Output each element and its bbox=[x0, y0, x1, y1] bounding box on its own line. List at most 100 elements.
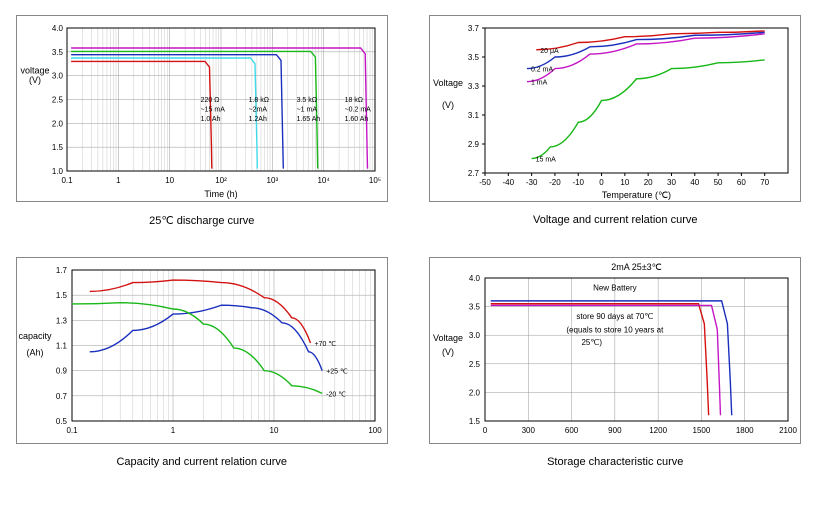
svg-text:10⁴: 10⁴ bbox=[317, 176, 330, 185]
svg-text:1 mA: 1 mA bbox=[531, 80, 548, 87]
svg-text:+70 ℃: +70 ℃ bbox=[314, 341, 336, 348]
svg-text:~15 mA: ~15 mA bbox=[200, 106, 225, 113]
svg-text:(V): (V) bbox=[29, 75, 41, 85]
svg-text:2.0: 2.0 bbox=[469, 388, 481, 397]
svg-text:~0.2 mA: ~0.2 mA bbox=[344, 106, 371, 113]
svg-text:220 Ω: 220 Ω bbox=[200, 97, 219, 104]
svg-text:3.5: 3.5 bbox=[52, 48, 64, 57]
svg-text:1.60 Ah: 1.60 Ah bbox=[344, 116, 368, 123]
panel-capacity: 0.50.70.91.11.31.51.70.1110100capacity(A… bbox=[15, 257, 389, 469]
svg-text:1.2Ah: 1.2Ah bbox=[248, 116, 266, 123]
svg-text:2.9: 2.9 bbox=[468, 140, 480, 149]
svg-text:40: 40 bbox=[691, 178, 700, 187]
caption-4: Storage characteristic curve bbox=[547, 456, 683, 468]
chart-storage: 1.5 2.0 2.5 3.0 3.5 4.0 0 300 600 900 1200 1500 1800… bbox=[429, 257, 801, 444]
svg-text:2mA 25±3℃: 2mA 25±3℃ bbox=[611, 262, 662, 272]
svg-text:1.0 Ah: 1.0 Ah bbox=[200, 116, 220, 123]
svg-text:20 μA: 20 μA bbox=[541, 48, 560, 55]
svg-text:0.5: 0.5 bbox=[56, 417, 68, 426]
svg-text:2.5: 2.5 bbox=[52, 96, 64, 105]
svg-text:store 90 days at 70℃: store 90 days at 70℃ bbox=[577, 312, 654, 321]
svg-text:3.5: 3.5 bbox=[469, 303, 481, 312]
svg-text:0.1: 0.1 bbox=[61, 176, 73, 185]
svg-text:~1 mA: ~1 mA bbox=[296, 106, 317, 113]
svg-text:2.5: 2.5 bbox=[469, 360, 481, 369]
panel-voltage-current: 2.7 2.9 3.1 3.3 3.5 3.7 -50 -40 -30 -20 -10 0 10 20 30… bbox=[429, 15, 803, 227]
svg-text:30: 30 bbox=[667, 178, 676, 187]
svg-text:-40: -40 bbox=[503, 178, 515, 187]
svg-text:2.7: 2.7 bbox=[468, 169, 480, 178]
svg-text:60: 60 bbox=[737, 178, 746, 187]
svg-text:2100: 2100 bbox=[779, 426, 797, 435]
svg-text:70: 70 bbox=[760, 178, 769, 187]
svg-text:18 kΩ: 18 kΩ bbox=[344, 97, 362, 104]
svg-text:Voltage: Voltage bbox=[433, 78, 463, 88]
panel-discharge: 1.01.52.02.53.03.54.00.111010²10³10⁴10⁵v… bbox=[15, 15, 389, 227]
svg-text:Temperature (℃): Temperature (℃) bbox=[602, 190, 671, 200]
svg-text:-20: -20 bbox=[549, 178, 561, 187]
svg-text:4.0: 4.0 bbox=[469, 274, 481, 283]
svg-text:0: 0 bbox=[600, 178, 605, 187]
caption-3: Capacity and current relation curve bbox=[116, 456, 287, 468]
svg-text:+25 ℃: +25 ℃ bbox=[326, 369, 348, 376]
svg-text:capacity: capacity bbox=[18, 331, 52, 341]
svg-text:3.3: 3.3 bbox=[468, 82, 480, 91]
caption-2: Voltage and current relation curve bbox=[533, 214, 698, 226]
svg-text:50: 50 bbox=[714, 178, 723, 187]
svg-text:3.0: 3.0 bbox=[52, 72, 64, 81]
svg-text:-10: -10 bbox=[573, 178, 585, 187]
svg-text:~2mA: ~2mA bbox=[248, 106, 267, 113]
svg-text:-20 ℃: -20 ℃ bbox=[326, 391, 346, 398]
svg-text:1.5: 1.5 bbox=[52, 143, 64, 152]
svg-text:10: 10 bbox=[165, 176, 174, 185]
svg-text:1.7: 1.7 bbox=[56, 266, 68, 275]
svg-text:0.7: 0.7 bbox=[56, 392, 68, 401]
svg-text:0.1: 0.1 bbox=[66, 426, 78, 435]
svg-text:300: 300 bbox=[522, 426, 536, 435]
svg-text:0.2 mA: 0.2 mA bbox=[531, 67, 554, 74]
svg-text:25℃): 25℃) bbox=[582, 338, 603, 347]
svg-text:4.0: 4.0 bbox=[52, 24, 64, 33]
svg-text:(Ah): (Ah) bbox=[26, 348, 43, 358]
svg-text:(V): (V) bbox=[442, 100, 454, 110]
svg-text:1.3: 1.3 bbox=[56, 316, 68, 325]
svg-text:Time (h): Time (h) bbox=[204, 189, 237, 199]
svg-text:1.8 kΩ: 1.8 kΩ bbox=[248, 97, 268, 104]
svg-text:1.5: 1.5 bbox=[56, 291, 68, 300]
svg-text:1: 1 bbox=[171, 426, 176, 435]
svg-text:900: 900 bbox=[608, 426, 622, 435]
svg-text:(equals to store 10 years at: (equals to store 10 years at bbox=[567, 325, 665, 334]
svg-text:New Battery: New Battery bbox=[593, 284, 637, 293]
svg-text:1200: 1200 bbox=[649, 426, 667, 435]
svg-text:1500: 1500 bbox=[693, 426, 711, 435]
svg-text:10: 10 bbox=[269, 426, 278, 435]
svg-text:1.0: 1.0 bbox=[52, 167, 64, 176]
svg-text:-30: -30 bbox=[526, 178, 538, 187]
svg-text:10: 10 bbox=[621, 178, 630, 187]
svg-text:1800: 1800 bbox=[736, 426, 754, 435]
svg-text:15 mA: 15 mA bbox=[536, 157, 557, 164]
svg-text:1.5: 1.5 bbox=[469, 417, 481, 426]
svg-text:600: 600 bbox=[565, 426, 579, 435]
svg-text:10²: 10² bbox=[215, 176, 227, 185]
chart-discharge: 1.01.52.02.53.03.54.00.111010²10³10⁴10⁵v… bbox=[16, 15, 388, 202]
svg-text:1: 1 bbox=[116, 176, 121, 185]
svg-text:voltage: voltage bbox=[20, 65, 49, 75]
svg-text:Voltage: Voltage bbox=[433, 333, 463, 343]
svg-text:2.0: 2.0 bbox=[52, 119, 64, 128]
svg-text:3.5 kΩ: 3.5 kΩ bbox=[296, 97, 316, 104]
chart-capacity: 0.50.70.91.11.31.51.70.1110100capacity(A… bbox=[16, 257, 388, 444]
svg-text:3.1: 3.1 bbox=[468, 111, 480, 120]
caption-1: 25℃ discharge curve bbox=[149, 214, 254, 227]
svg-text:-50: -50 bbox=[479, 178, 491, 187]
svg-text:1.65 Ah: 1.65 Ah bbox=[296, 116, 320, 123]
svg-text:(V): (V) bbox=[442, 347, 454, 357]
svg-text:3.5: 3.5 bbox=[468, 53, 480, 62]
svg-text:20: 20 bbox=[644, 178, 653, 187]
chart-voltage-current: 2.7 2.9 3.1 3.3 3.5 3.7 -50 -40 -30 -20 -10 0 10 20 30… bbox=[429, 15, 801, 202]
svg-text:3.0: 3.0 bbox=[469, 331, 481, 340]
panel-storage: 1.5 2.0 2.5 3.0 3.5 4.0 0 300 600 900 1200 1500 1800… bbox=[429, 257, 803, 469]
svg-text:0: 0 bbox=[483, 426, 488, 435]
svg-text:3.7: 3.7 bbox=[468, 24, 480, 33]
svg-text:100: 100 bbox=[368, 426, 382, 435]
